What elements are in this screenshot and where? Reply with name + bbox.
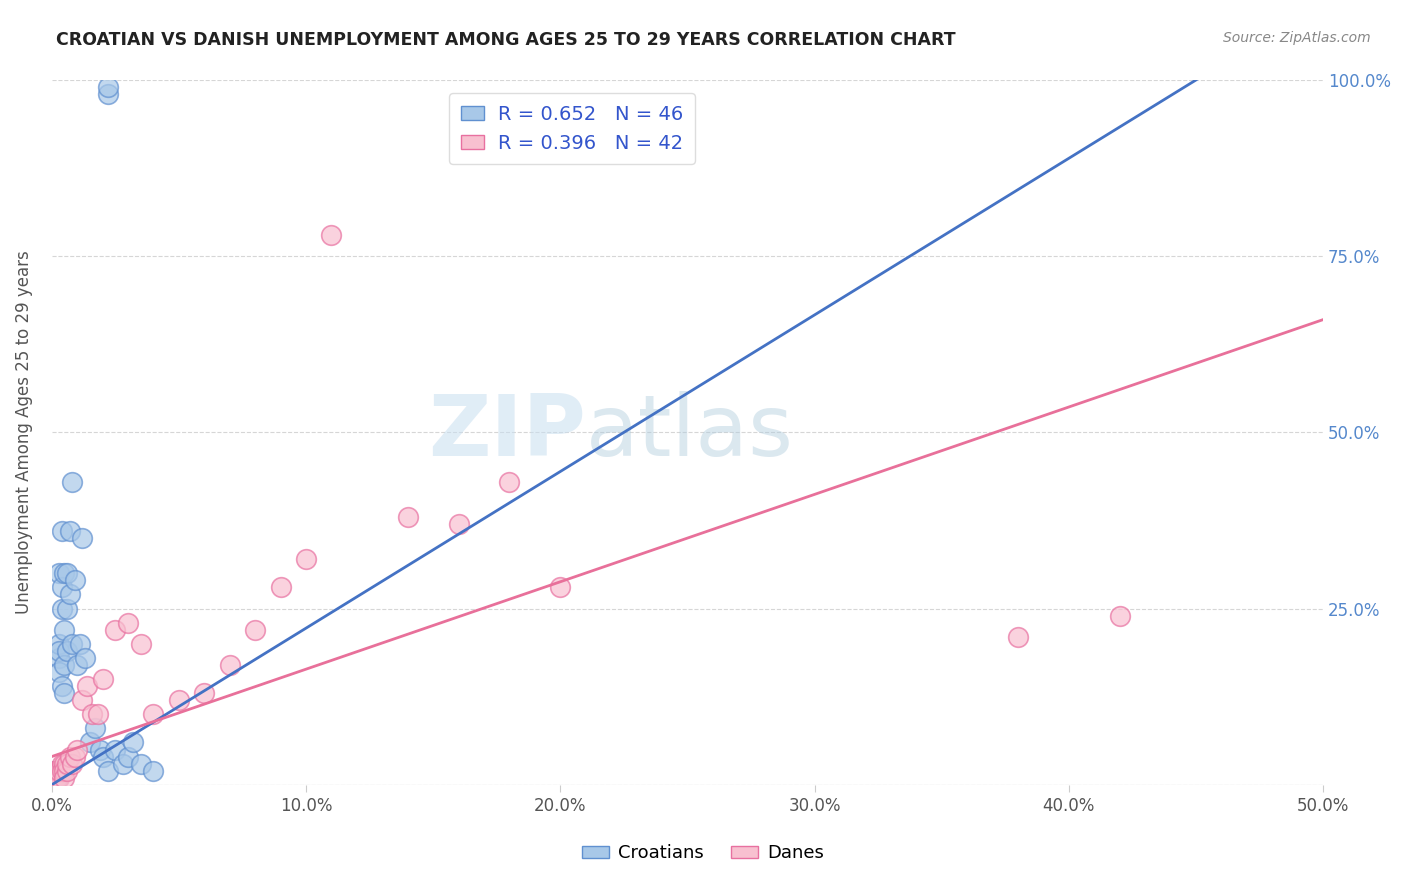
Point [193, 686, 215, 700]
Point [56, 644, 79, 658]
Point [550, 581, 572, 595]
Point [498, 475, 520, 489]
Point [104, 623, 127, 637]
Point [45, 767, 67, 781]
Point [60, 475, 83, 489]
Point [111, 756, 134, 771]
Point [45, 764, 67, 778]
Point [66, 657, 89, 672]
Legend: R = 0.652   N = 46, R = 0.396   N = 42: R = 0.652 N = 46, R = 0.396 N = 42 [450, 94, 695, 164]
Point [53, 657, 76, 672]
Point [129, 637, 152, 651]
Point [58, 524, 80, 538]
Point [45, 764, 67, 778]
Point [44, 764, 66, 778]
Point [295, 552, 318, 566]
Point [58, 587, 80, 601]
Point [73, 651, 96, 665]
Point [51, 524, 73, 538]
Point [91, 672, 114, 686]
Point [51, 764, 73, 778]
Point [66, 742, 89, 756]
Point [48, 644, 70, 658]
Point [1108, 608, 1130, 623]
Point [63, 574, 86, 588]
Point [51, 581, 73, 595]
Point [48, 637, 70, 651]
Point [91, 749, 114, 764]
Point [142, 707, 165, 722]
Point [97, 80, 120, 95]
Point [82, 707, 104, 722]
Point [122, 735, 145, 749]
Point [48, 651, 70, 665]
Text: Source: ZipAtlas.com: Source: ZipAtlas.com [1223, 31, 1371, 45]
Point [51, 679, 73, 693]
Point [97, 87, 120, 101]
Point [60, 637, 83, 651]
Point [48, 665, 70, 679]
Point [44, 771, 66, 785]
Legend: Croatians, Danes: Croatians, Danes [575, 838, 831, 870]
Point [56, 601, 79, 615]
Point [53, 756, 76, 771]
Point [44, 764, 66, 778]
Point [53, 566, 76, 581]
Point [48, 764, 70, 778]
Point [142, 764, 165, 778]
Point [51, 601, 73, 615]
Point [218, 657, 240, 672]
Point [97, 764, 120, 778]
Point [396, 510, 419, 524]
Point [321, 227, 343, 242]
Point [167, 693, 190, 707]
Point [45, 771, 67, 785]
Point [243, 623, 266, 637]
Point [44, 767, 66, 781]
Point [44, 771, 66, 785]
Point [72, 531, 94, 545]
Point [56, 566, 79, 581]
Point [48, 771, 70, 785]
Point [45, 771, 67, 785]
Point [45, 764, 67, 778]
Point [45, 764, 67, 778]
Point [117, 749, 139, 764]
Point [117, 615, 139, 630]
Text: atlas: atlas [586, 391, 794, 474]
Y-axis label: Unemployment Among Ages 25 to 29 years: Unemployment Among Ages 25 to 29 years [15, 251, 32, 615]
Point [270, 581, 292, 595]
Point [45, 771, 67, 785]
Point [63, 749, 86, 764]
Point [56, 756, 79, 771]
Point [86, 707, 108, 722]
Point [1007, 630, 1029, 644]
Point [53, 623, 76, 637]
Point [56, 764, 79, 778]
Point [44, 771, 66, 785]
Point [53, 686, 76, 700]
Point [53, 771, 76, 785]
Point [76, 679, 98, 693]
Point [447, 516, 470, 531]
Text: ZIP: ZIP [427, 391, 586, 474]
Point [48, 566, 70, 581]
Point [72, 693, 94, 707]
Point [53, 764, 76, 778]
Point [84, 722, 107, 736]
Point [60, 756, 83, 771]
Point [79, 735, 101, 749]
Point [104, 742, 127, 756]
Point [58, 749, 80, 764]
Point [69, 637, 91, 651]
Point [51, 756, 73, 771]
Point [89, 742, 111, 756]
Text: CROATIAN VS DANISH UNEMPLOYMENT AMONG AGES 25 TO 29 YEARS CORRELATION CHART: CROATIAN VS DANISH UNEMPLOYMENT AMONG AG… [56, 31, 956, 49]
Point [48, 764, 70, 778]
Point [129, 756, 152, 771]
